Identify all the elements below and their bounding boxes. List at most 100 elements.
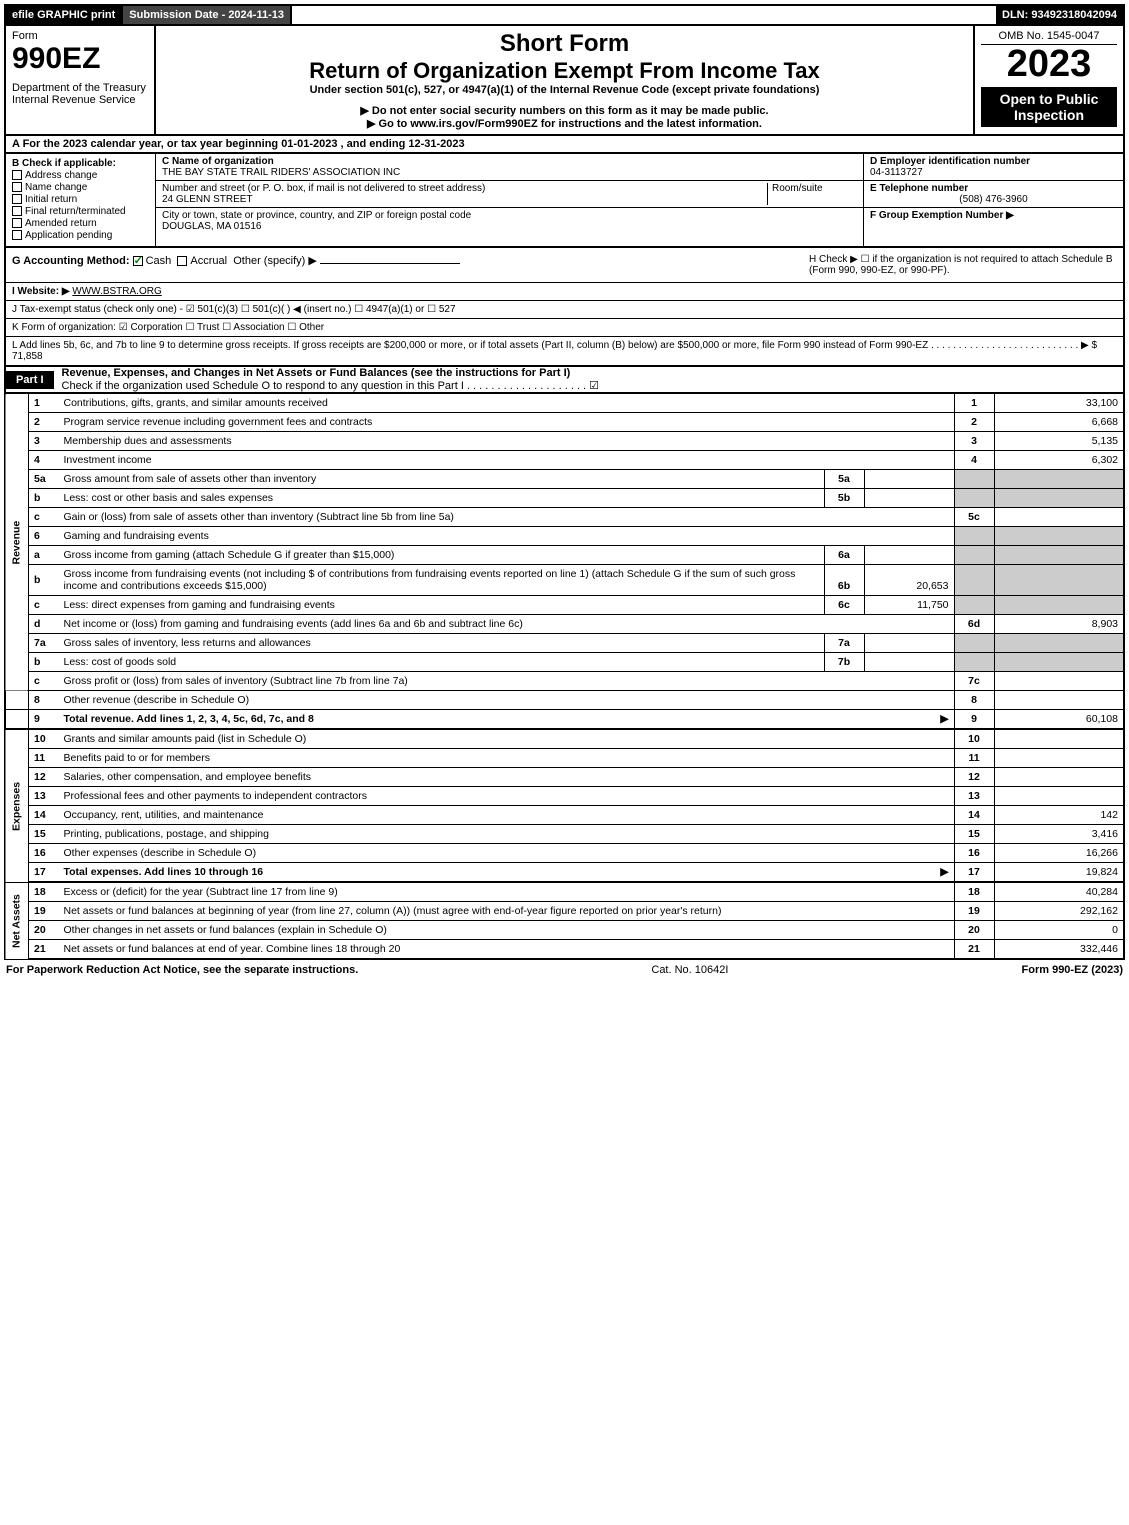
- l2-rval: 6,668: [994, 413, 1124, 432]
- l6c-desc: Less: direct expenses from gaming and fu…: [59, 596, 825, 615]
- page-footer: For Paperwork Reduction Act Notice, see …: [4, 960, 1125, 980]
- l15-desc: Printing, publications, postage, and shi…: [59, 825, 955, 844]
- l6b-subval: 20,653: [864, 565, 954, 596]
- l5b-subval: [864, 489, 954, 508]
- return-title: Return of Organization Exempt From Incom…: [164, 58, 965, 84]
- l5a-rnum-shaded: [954, 470, 994, 489]
- l12-num: 12: [29, 768, 59, 787]
- l6-rval-shaded: [994, 527, 1124, 546]
- l5b-desc: Less: cost or other basis and sales expe…: [59, 489, 825, 508]
- section-i: I Website: ▶ WWW.BSTRA.ORG: [4, 283, 1125, 301]
- dln-label: DLN: 93492318042094: [996, 6, 1123, 24]
- l19-rval: 292,162: [994, 902, 1124, 921]
- l3-num: 3: [29, 432, 59, 451]
- l5a-sub: 5a: [824, 470, 864, 489]
- l8-desc: Other revenue (describe in Schedule O): [59, 691, 955, 710]
- l4-rnum: 4: [954, 451, 994, 470]
- l11-desc: Benefits paid to or for members: [59, 749, 955, 768]
- check-address-change[interactable]: Address change: [12, 170, 149, 181]
- footer-left: For Paperwork Reduction Act Notice, see …: [6, 964, 358, 976]
- l6a-subval: [864, 546, 954, 565]
- l2-rnum: 2: [954, 413, 994, 432]
- l6a-num: a: [29, 546, 59, 565]
- l20-num: 20: [29, 921, 59, 940]
- l15-rnum: 15: [954, 825, 994, 844]
- l6b-sub: 6b: [824, 565, 864, 596]
- l11-num: 11: [29, 749, 59, 768]
- check-cash[interactable]: [133, 256, 143, 266]
- l7b-sub: 7b: [824, 653, 864, 672]
- short-form-title: Short Form: [164, 30, 965, 58]
- l16-rnum: 16: [954, 844, 994, 863]
- check-initial-return[interactable]: Initial return: [12, 194, 149, 205]
- l20-desc: Other changes in net assets or fund bala…: [59, 921, 955, 940]
- l7b-rval-shaded: [994, 653, 1124, 672]
- l7c-desc: Gross profit or (loss) from sales of inv…: [59, 672, 955, 691]
- l3-desc: Membership dues and assessments: [59, 432, 955, 451]
- l4-desc: Investment income: [59, 451, 955, 470]
- l12-desc: Salaries, other compensation, and employ…: [59, 768, 955, 787]
- l9-rnum: 9: [954, 710, 994, 730]
- l10-rval: [994, 730, 1124, 749]
- section-h: H Check ▶ ☐ if the organization is not r…: [803, 248, 1123, 282]
- l3-rnum: 3: [954, 432, 994, 451]
- block-gh: G Accounting Method: Cash Accrual Other …: [4, 248, 1125, 283]
- l2-desc: Program service revenue including govern…: [59, 413, 955, 432]
- l12-rnum: 12: [954, 768, 994, 787]
- l5c-rnum: 5c: [954, 508, 994, 527]
- efile-print-label[interactable]: efile GRAPHIC print: [6, 6, 123, 24]
- l18-desc: Excess or (deficit) for the year (Subtra…: [59, 883, 955, 902]
- l15-rval: 3,416: [994, 825, 1124, 844]
- l6-rnum-shaded: [954, 527, 994, 546]
- footer-cat: Cat. No. 10642I: [358, 964, 1021, 976]
- revenue-side-label: Revenue: [5, 394, 29, 691]
- l5b-num: b: [29, 489, 59, 508]
- l14-rval: 142: [994, 806, 1124, 825]
- l5a-subval: [864, 470, 954, 489]
- website-link[interactable]: WWW.BSTRA.ORG: [72, 286, 161, 297]
- section-l: L Add lines 5b, 6c, and 7b to line 9 to …: [4, 337, 1125, 367]
- l6b-num: b: [29, 565, 59, 596]
- open-to-public: Open to Public Inspection: [981, 87, 1117, 127]
- l6d-rnum: 6d: [954, 615, 994, 634]
- l4-rval: 6,302: [994, 451, 1124, 470]
- check-amended-return[interactable]: Amended return: [12, 218, 149, 229]
- goto-link[interactable]: ▶ Go to www.irs.gov/Form990EZ for instru…: [164, 117, 965, 130]
- header-left: Form 990EZ Department of the Treasury In…: [6, 26, 156, 134]
- check-application-pending[interactable]: Application pending: [12, 230, 149, 241]
- l5b-sub: 5b: [824, 489, 864, 508]
- f-label: F Group Exemption Number ▶: [870, 210, 1117, 221]
- l6c-num: c: [29, 596, 59, 615]
- l16-rval: 16,266: [994, 844, 1124, 863]
- c-name-label: C Name of organization: [162, 156, 857, 167]
- l6-num: 6: [29, 527, 59, 546]
- topbar-spacer: [292, 6, 996, 24]
- l9-desc: Total revenue. Add lines 1, 2, 3, 4, 5c,…: [64, 713, 314, 725]
- l5c-num: c: [29, 508, 59, 527]
- l7c-num: c: [29, 672, 59, 691]
- submission-date: Submission Date - 2024-11-13: [123, 6, 292, 24]
- l7a-sub: 7a: [824, 634, 864, 653]
- l17-desc: Total expenses. Add lines 10 through 16: [64, 866, 264, 878]
- ein-value: 04-3113727: [870, 167, 1117, 178]
- l6b-desc: Gross income from fundraising events (no…: [59, 565, 825, 596]
- check-name-change[interactable]: Name change: [12, 182, 149, 193]
- check-accrual[interactable]: [177, 256, 187, 266]
- l17-num: 17: [29, 863, 59, 883]
- e-label: E Telephone number: [870, 183, 1117, 194]
- l13-num: 13: [29, 787, 59, 806]
- l20-rnum: 20: [954, 921, 994, 940]
- l7c-rval: [994, 672, 1124, 691]
- l10-desc: Grants and similar amounts paid (list in…: [59, 730, 955, 749]
- l15-num: 15: [29, 825, 59, 844]
- l11-rnum: 11: [954, 749, 994, 768]
- check-final-return[interactable]: Final return/terminated: [12, 206, 149, 217]
- l6b-rval-shaded: [994, 565, 1124, 596]
- l21-desc: Net assets or fund balances at end of ye…: [59, 940, 955, 960]
- org-name: THE BAY STATE TRAIL RIDERS' ASSOCIATION …: [162, 167, 857, 178]
- l6c-rnum-shaded: [954, 596, 994, 615]
- top-bar: efile GRAPHIC print Submission Date - 20…: [4, 4, 1125, 26]
- street-value: 24 GLENN STREET: [162, 194, 767, 205]
- l13-desc: Professional fees and other payments to …: [59, 787, 955, 806]
- room-suite: Room/suite: [767, 183, 857, 205]
